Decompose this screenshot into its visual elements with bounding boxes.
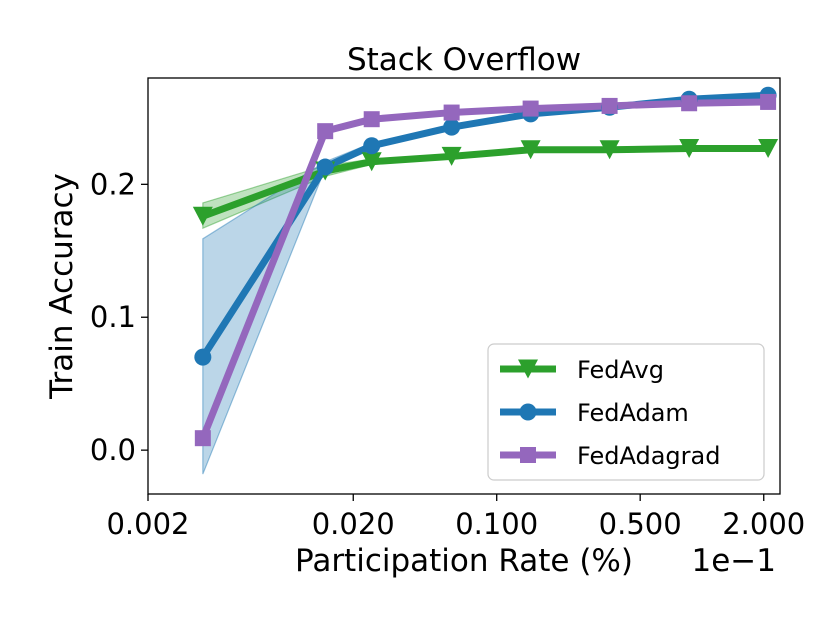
point-fedavg	[758, 138, 779, 158]
y-tick-label: 0.2	[90, 167, 136, 201]
point-fedadam	[363, 137, 381, 155]
y-axis-ticks: 0.0 0.1 0.2	[90, 167, 148, 467]
x-tick-label: 2.000	[722, 507, 805, 541]
series-markers	[192, 86, 779, 447]
legend-entry-fedadam: FedAdam	[500, 399, 689, 427]
point-fedadagrad	[443, 104, 460, 121]
point-fedavg	[520, 140, 541, 160]
legend-label-fedavg: FedAvg	[577, 356, 664, 384]
plot-frame	[147, 77, 781, 495]
x-axis-offset-label: 1e−1	[692, 543, 777, 579]
legend: FedAvg FedAdam FedAdagrad	[487, 343, 765, 481]
legend-marker-fedadam	[519, 403, 537, 421]
x-tick-label: 0.100	[455, 507, 538, 541]
point-fedadagrad	[363, 111, 380, 128]
legend-marker-fedadagrad	[520, 447, 536, 463]
point-fedadam	[194, 348, 212, 366]
point-fedavg	[361, 152, 382, 172]
point-fedadagrad	[522, 100, 539, 117]
legend-entry-fedavg: FedAvg	[500, 356, 664, 384]
x-tick-label: 0.002	[106, 507, 189, 541]
legend-box	[487, 343, 765, 481]
point-fedadagrad	[601, 97, 618, 114]
x-tick-label: 0.500	[599, 507, 682, 541]
point-fedavg	[192, 206, 213, 226]
point-fedavg	[441, 146, 462, 166]
x-axis-label: Participation Rate (%)	[295, 543, 633, 579]
y-tick-label: 0.1	[90, 300, 136, 334]
point-fedavg	[599, 140, 620, 160]
point-fedadagrad	[760, 93, 777, 110]
y-tick-label: 0.0	[90, 433, 136, 467]
point-fedadagrad	[317, 123, 334, 140]
y-axis-label: Train Accuracy	[44, 173, 80, 400]
legend-marker-fedavg	[518, 359, 538, 379]
chart-title: Stack Overflow	[347, 42, 581, 78]
legend-label-fedadam: FedAdam	[577, 399, 689, 427]
point-fedadagrad	[194, 430, 211, 447]
legend-label-fedadagrad: FedAdagrad	[577, 442, 720, 470]
point-fedavg	[679, 138, 700, 158]
point-fedadam	[316, 158, 334, 176]
x-axis-ticks: 0.002 0.020 0.100 0.500 2.000	[106, 494, 805, 541]
point-fedadam	[443, 118, 461, 136]
point-fedadagrad	[681, 95, 698, 112]
legend-entry-fedadagrad: FedAdagrad	[500, 442, 720, 470]
x-tick-label: 0.020	[312, 507, 395, 541]
